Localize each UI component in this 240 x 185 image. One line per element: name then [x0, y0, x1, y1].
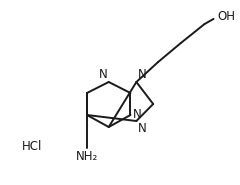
Text: N: N [138, 68, 146, 81]
Text: OH: OH [218, 10, 236, 23]
Text: N: N [133, 108, 142, 122]
Text: NH₂: NH₂ [76, 150, 98, 163]
Text: N: N [99, 68, 108, 81]
Text: N: N [138, 122, 146, 135]
Text: HCl: HCl [22, 140, 42, 154]
